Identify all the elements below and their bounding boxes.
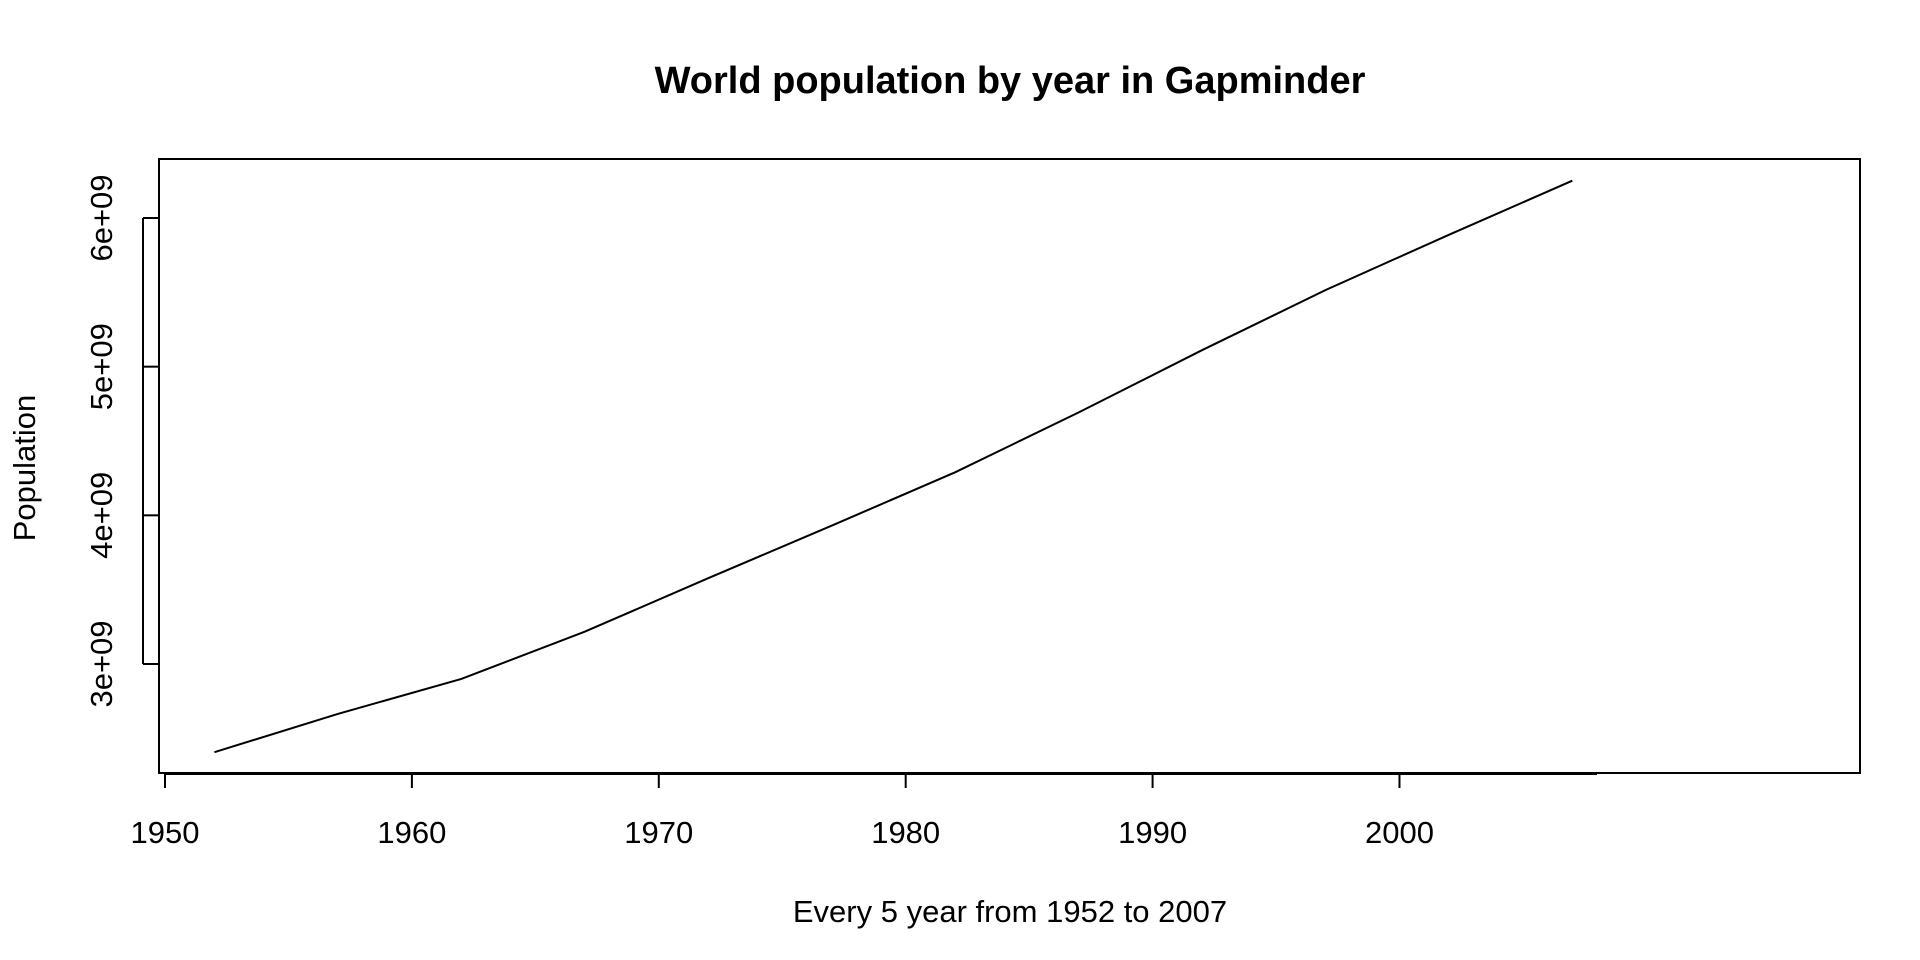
x-tick-label: 1980 [871,815,940,850]
y-tick-label: 5e+09 [84,323,119,410]
y-tick-label: 4e+09 [84,472,119,559]
x-tick-label: 1970 [624,815,693,850]
x-axis-ticks: 1950 1960 1970 1980 1990 2000 [131,774,1434,850]
y-axis-ticks: 3e+09 4e+09 5e+09 6e+09 [84,174,159,708]
plot-frame [158,158,1861,774]
x-axis-label: Every 5 year from 1952 to 2007 [793,894,1227,929]
chart-title: World population by year in Gapminder [655,60,1366,102]
x-tick-label: 2000 [1365,815,1434,850]
x-tick-label: 1950 [131,815,200,850]
y-axis-label: Population [7,395,42,542]
y-tick-label: 3e+09 [84,620,119,707]
x-tick-label: 1960 [377,815,446,850]
population-line [214,179,1573,754]
x-tick-label: 1990 [1118,815,1187,850]
y-tick-label: 6e+09 [84,174,119,261]
